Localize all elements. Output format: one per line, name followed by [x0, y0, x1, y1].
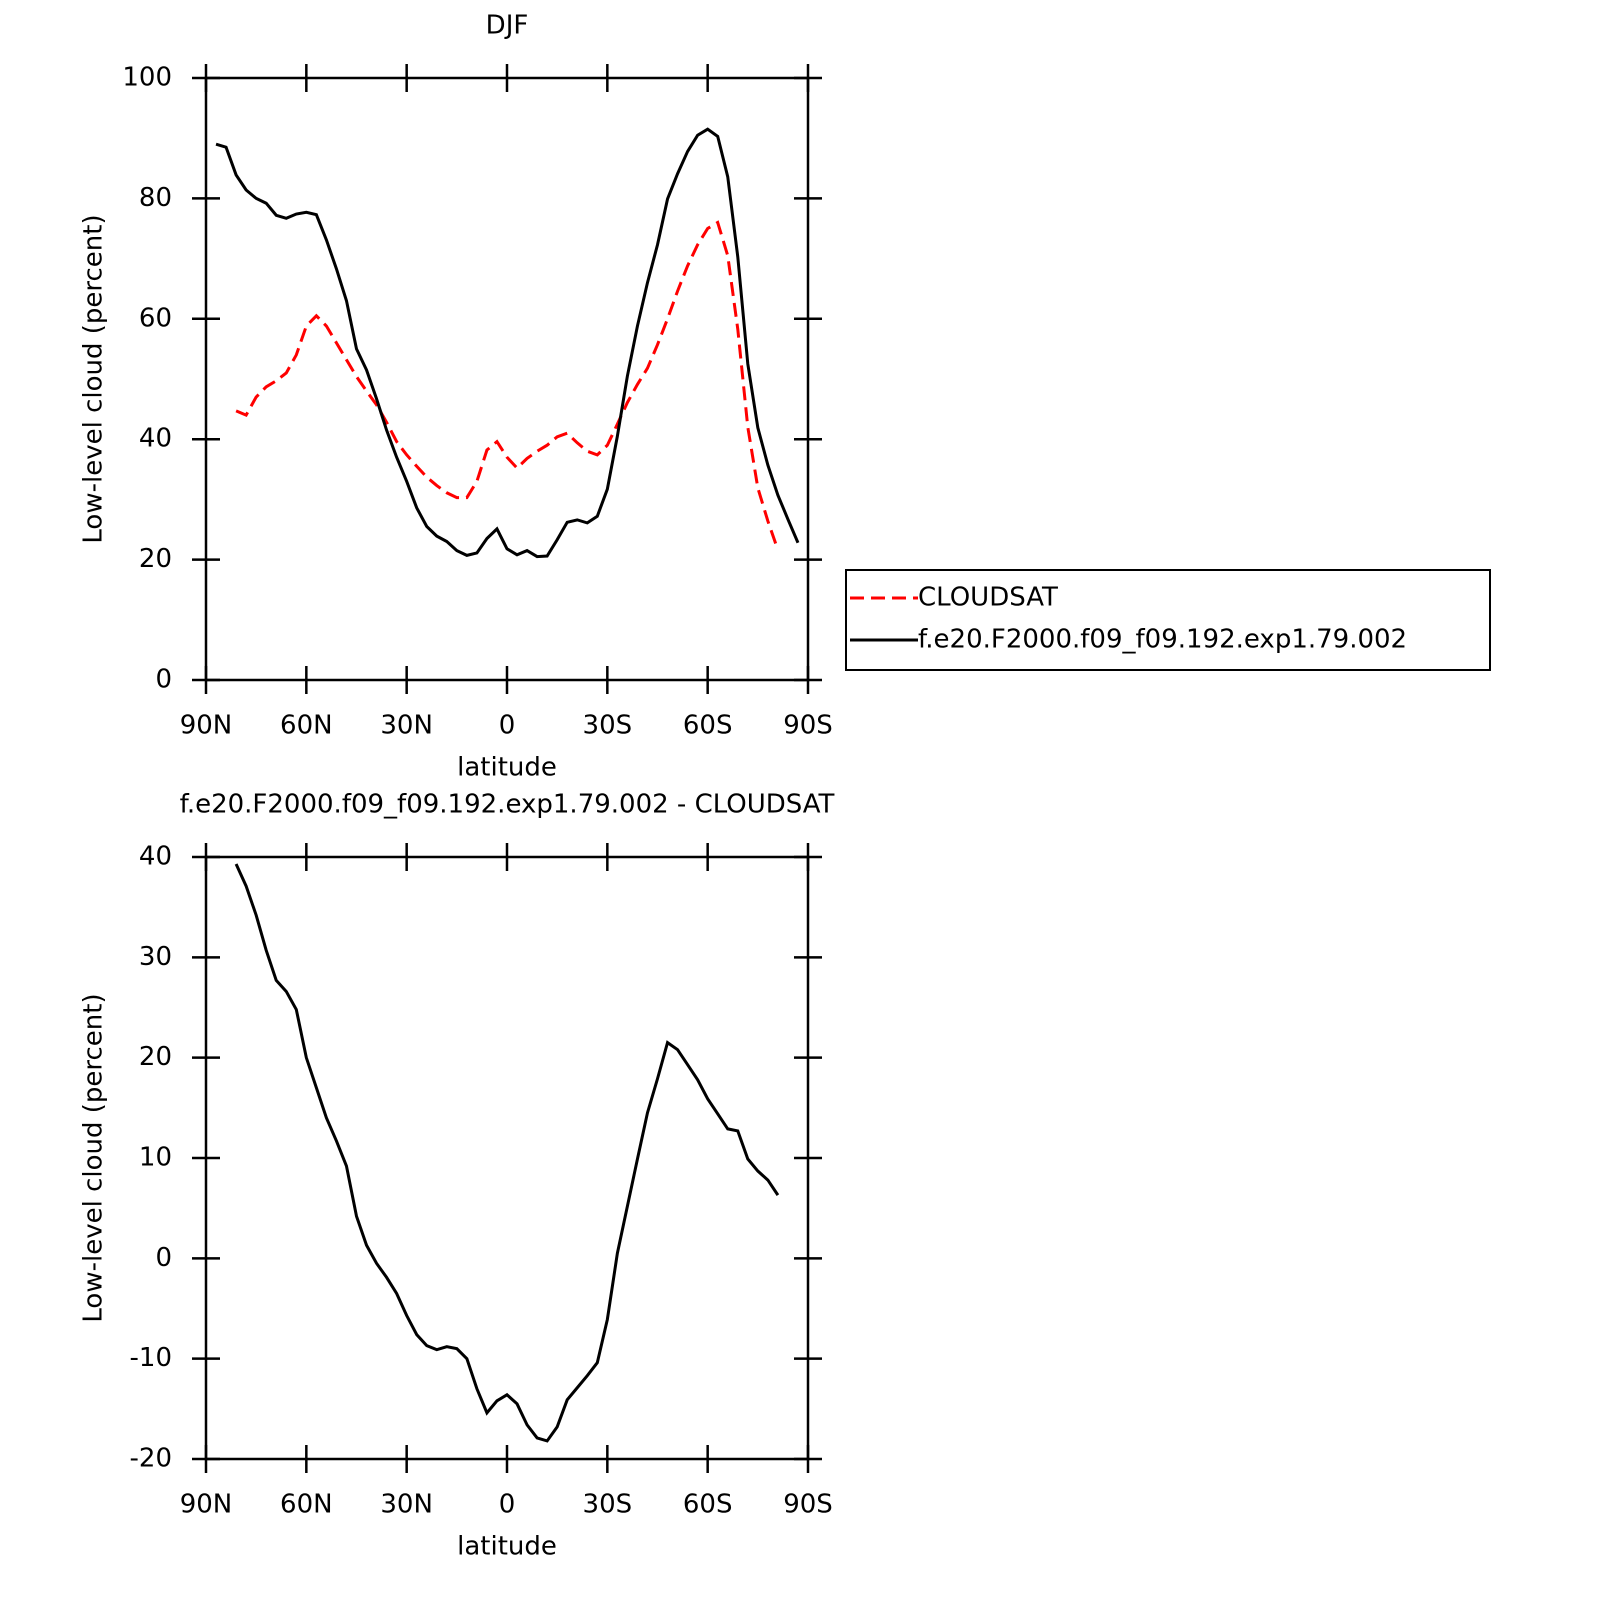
- legend-label: f.e20.F2000.f09_f09.192.exp1.79.002: [918, 625, 1407, 655]
- y-tick-label: 20: [139, 544, 172, 574]
- x-axis-label: latitude: [457, 1532, 557, 1562]
- plot-frame: [204, 76, 810, 682]
- x-tick-label: 60N: [280, 711, 333, 741]
- y-tick-label: 30: [139, 942, 172, 972]
- x-tick-label: 90N: [180, 1490, 233, 1520]
- y-tick-label: 0: [155, 665, 172, 695]
- y-axis-label: Low-level cloud (percent): [79, 214, 109, 543]
- y-tick-label: -10: [130, 1343, 172, 1373]
- x-tick-label: 60N: [280, 1490, 333, 1520]
- chart-title: DJF: [486, 11, 529, 41]
- x-tick-label: 60S: [683, 711, 733, 741]
- x-tick-label: 90S: [783, 1490, 833, 1520]
- x-axis-label: latitude: [457, 753, 557, 783]
- x-tick-label: 0: [499, 1490, 516, 1520]
- y-tick-label: 40: [139, 842, 172, 872]
- y-tick-label: 10: [139, 1143, 172, 1173]
- y-tick-label: -20: [130, 1444, 172, 1474]
- x-tick-label: 60S: [683, 1490, 733, 1520]
- data-line: [235, 220, 780, 551]
- y-tick-label: 80: [139, 183, 172, 213]
- y-axis-label: Low-level cloud (percent): [79, 993, 109, 1322]
- y-tick-label: 40: [139, 424, 172, 454]
- plot-frame: [204, 855, 810, 1461]
- x-tick-label: 0: [499, 711, 516, 741]
- x-tick-label: 90S: [783, 711, 833, 741]
- legend-box: [845, 569, 1491, 671]
- y-tick-label: 0: [155, 1243, 172, 1273]
- y-tick-label: 100: [122, 63, 172, 93]
- y-tick-label: 20: [139, 1042, 172, 1072]
- x-tick-label: 30S: [583, 711, 633, 741]
- x-tick-label: 30N: [380, 711, 433, 741]
- y-tick-label: 60: [139, 303, 172, 333]
- data-line: [215, 127, 800, 559]
- chart-title: f.e20.F2000.f09_f09.192.exp1.79.002 - CL…: [180, 790, 835, 820]
- legend-label: CLOUDSAT: [918, 583, 1058, 613]
- x-tick-label: 30S: [583, 1490, 633, 1520]
- x-tick-label: 90N: [180, 711, 233, 741]
- x-tick-label: 30N: [380, 1490, 433, 1520]
- data-line: [234, 863, 780, 1443]
